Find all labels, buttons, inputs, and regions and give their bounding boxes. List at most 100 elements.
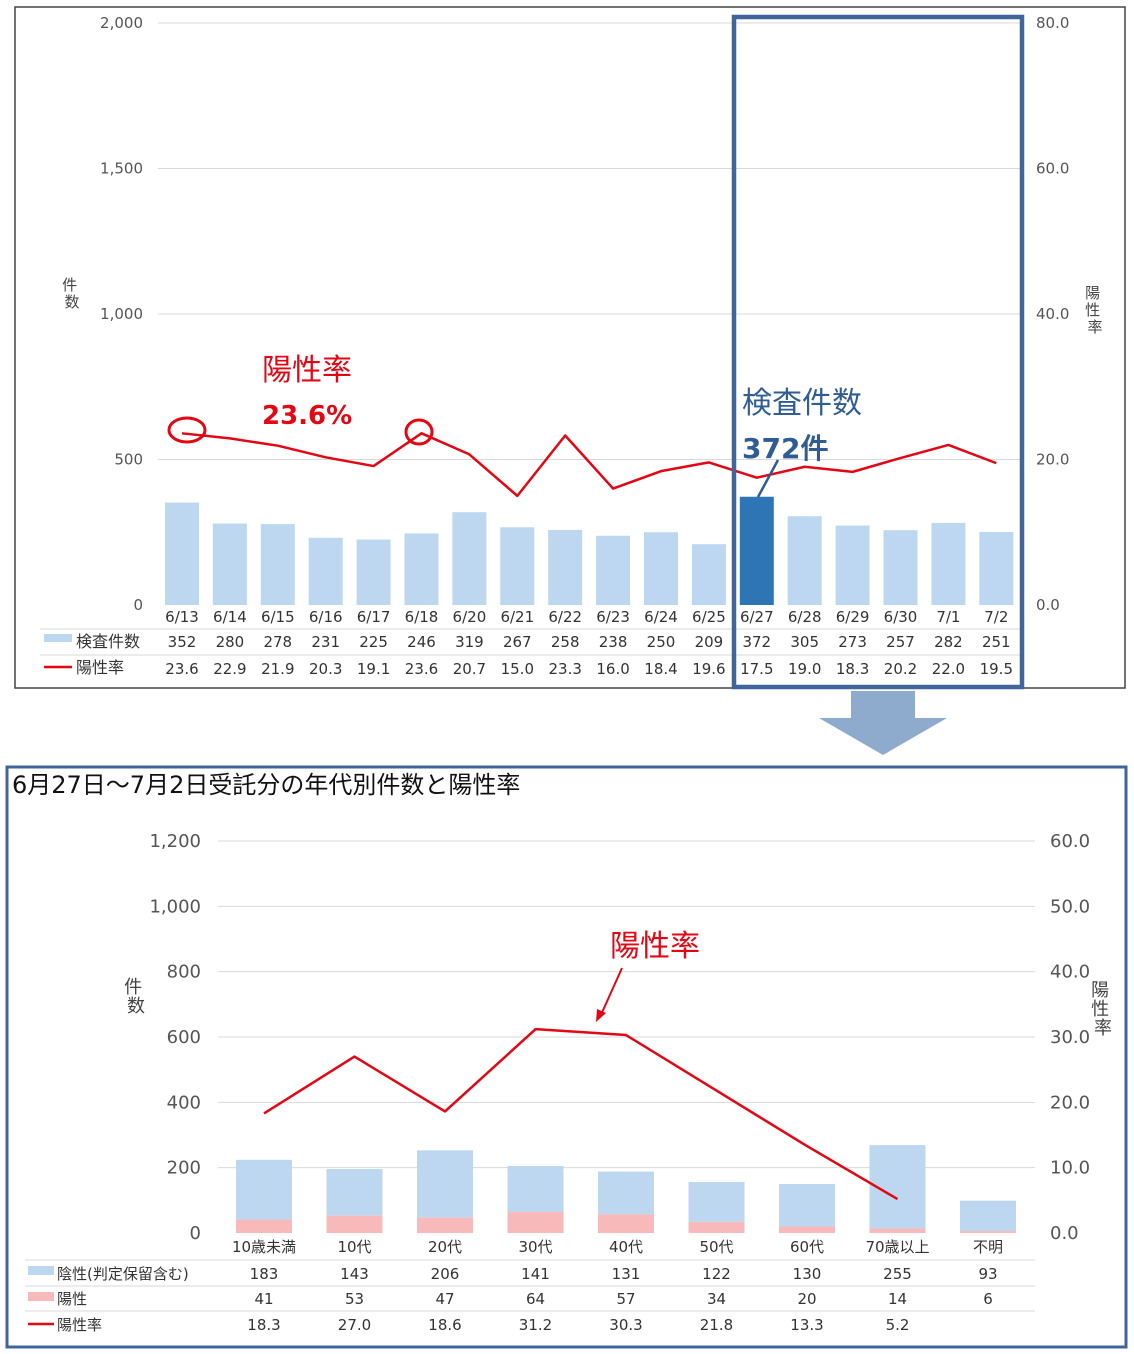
top-chart-data-table: 6/13 352 23.6 6/14 280 22.9 6/15 278 21.9 6/16 231… — [40, 608, 1020, 678]
top-bar-6/17 — [356, 539, 391, 605]
top-right-tick-label: 60.0 — [1036, 160, 1069, 178]
bottom-category-label: 30代 — [518, 1238, 552, 1256]
bottom-left-tick-label: 200 — [167, 1158, 201, 1179]
bottom-chart-rate-line — [263, 1027, 899, 1201]
top-right-tick-label: 40.0 — [1036, 305, 1069, 323]
top-count-value: 250 — [647, 633, 676, 651]
top-left-tick-label: 1,500 — [100, 160, 143, 178]
top-legend-count-label: 検査件数 — [76, 632, 140, 651]
bottom-left-tick-label: 0 — [190, 1223, 201, 1244]
bottom-positive-bar-10歳未満 — [236, 1219, 292, 1233]
bottom-negative-value: 122 — [702, 1265, 731, 1283]
bottom-right-axis-label-line-1: 陽 — [1091, 980, 1109, 1001]
highlight-box — [731, 14, 1025, 690]
top-count-value: 319 — [455, 633, 484, 651]
top-count-value: 273 — [838, 633, 867, 651]
top-rate-value: 18.4 — [644, 660, 677, 678]
bottom-positive-value: 64 — [526, 1290, 545, 1308]
top-bar-6/14 — [212, 523, 247, 605]
bottom-negative-bar-10歳未満 — [236, 1159, 292, 1220]
top-chart-tick-labels: 0 500 1,000 1,500 2,000 0.0 20.0 40.0 60.0 80.0 — [100, 14, 1069, 614]
top-rate-highlight-circle-2 — [404, 418, 434, 446]
top-category-label: 6/15 — [261, 608, 295, 626]
bottom-negative-value: 141 — [521, 1265, 550, 1283]
top-callout-count-value: 372件 — [742, 432, 828, 465]
top-rate-value: 20.2 — [884, 660, 917, 678]
top-rate-value: 19.5 — [980, 660, 1013, 678]
top-bar-6/18 — [404, 533, 439, 605]
top-left-axis-label-line-1: 件 — [62, 276, 77, 294]
bottom-chart-title: 6月27日～7月2日受託分の年代別件数と陽性率 — [12, 771, 520, 799]
bottom-negative-bar-20代 — [417, 1150, 473, 1218]
bottom-category-label: 60代 — [790, 1238, 824, 1256]
top-rate-value: 20.3 — [309, 660, 342, 678]
bottom-callout-arrowhead-icon — [596, 1009, 606, 1022]
bottom-left-tick-label: 1,000 — [149, 896, 201, 917]
top-chart-bars — [165, 496, 1014, 605]
top-bar-6/29 — [835, 525, 870, 605]
bottom-left-axis-label: 件 数 — [124, 977, 148, 1017]
bottom-rate-value: 31.2 — [519, 1316, 552, 1334]
top-bar-7/1 — [931, 522, 966, 605]
top-rate-value: 16.0 — [596, 660, 629, 678]
top-count-value: 246 — [407, 633, 436, 651]
top-bar-6/13 — [165, 502, 199, 605]
top-count-value: 305 — [790, 633, 819, 651]
bottom-negative-value: 206 — [431, 1265, 460, 1283]
top-count-value: 280 — [216, 633, 245, 651]
bottom-chart-tick-labels: 0 200 400 600 800 1,000 1,200 0.0 10.0 20.0 30.0 40… — [149, 831, 1090, 1244]
top-category-label: 6/27 — [740, 608, 774, 626]
bottom-category-label: 50代 — [699, 1238, 733, 1256]
bottom-negative-value: 131 — [612, 1265, 641, 1283]
bottom-chart-frame — [5, 765, 1128, 1349]
top-count-value: 238 — [599, 633, 628, 651]
top-category-label: 6/22 — [548, 608, 582, 626]
top-right-tick-label: 20.0 — [1036, 451, 1069, 469]
top-count-value: 209 — [695, 633, 724, 651]
top-right-axis-label-line-3: 率 — [1087, 318, 1102, 336]
bottom-right-tick-label: 60.0 — [1050, 831, 1090, 852]
top-bar-6/27 — [739, 496, 774, 605]
top-bar-6/21 — [500, 527, 535, 605]
bottom-left-axis-label-line-1: 件 — [124, 977, 142, 998]
top-right-axis-label: 陽 性 率 — [1085, 284, 1105, 336]
top-count-value: 231 — [311, 633, 340, 651]
bottom-left-tick-label: 400 — [167, 1092, 201, 1113]
bottom-positive-value: 14 — [888, 1290, 907, 1308]
bottom-category-label: 20代 — [428, 1238, 462, 1256]
bottom-rate-value: 30.3 — [609, 1316, 642, 1334]
top-count-value: 257 — [886, 633, 915, 651]
bottom-right-tick-label: 30.0 — [1050, 1027, 1090, 1048]
bottom-rate-value: 27.0 — [338, 1316, 371, 1334]
top-right-tick-label: 0.0 — [1036, 596, 1060, 614]
bottom-rate-value: 18.3 — [247, 1316, 280, 1334]
top-category-label: 6/30 — [884, 608, 918, 626]
top-category-label: 6/13 — [165, 608, 199, 626]
top-category-label: 6/17 — [357, 608, 391, 626]
bottom-legend-rate-label: 陽性率 — [57, 1316, 102, 1334]
bottom-legend-negative-label: 陰性(判定保留含む) — [57, 1265, 189, 1283]
top-category-label: 6/28 — [788, 608, 822, 626]
bottom-positive-bar-40代 — [598, 1214, 654, 1233]
top-count-value: 267 — [503, 633, 532, 651]
top-bar-6/28 — [787, 516, 822, 605]
bottom-right-tick-label: 0.0 — [1050, 1223, 1079, 1244]
bottom-positive-bar-10代 — [326, 1215, 383, 1233]
top-category-label: 6/21 — [500, 608, 534, 626]
top-category-label: 6/23 — [596, 608, 630, 626]
top-rate-value: 20.7 — [453, 660, 486, 678]
top-left-axis-label-line-2: 数 — [64, 293, 79, 311]
top-bar-6/20 — [452, 512, 487, 605]
top-rate-value: 19.0 — [788, 660, 821, 678]
bottom-negative-value: 93 — [978, 1265, 997, 1283]
top-bar-6/24 — [644, 532, 678, 605]
bottom-positive-value: 53 — [345, 1290, 364, 1308]
bottom-positive-bar-20代 — [417, 1217, 473, 1233]
bottom-negative-value: 130 — [793, 1265, 822, 1283]
top-rate-value: 21.9 — [261, 660, 294, 678]
top-category-label: 7/1 — [936, 608, 960, 626]
top-bar-6/23 — [596, 535, 631, 605]
bottom-legend-positive-swatch — [28, 1292, 54, 1301]
top-count-value: 278 — [263, 633, 292, 651]
